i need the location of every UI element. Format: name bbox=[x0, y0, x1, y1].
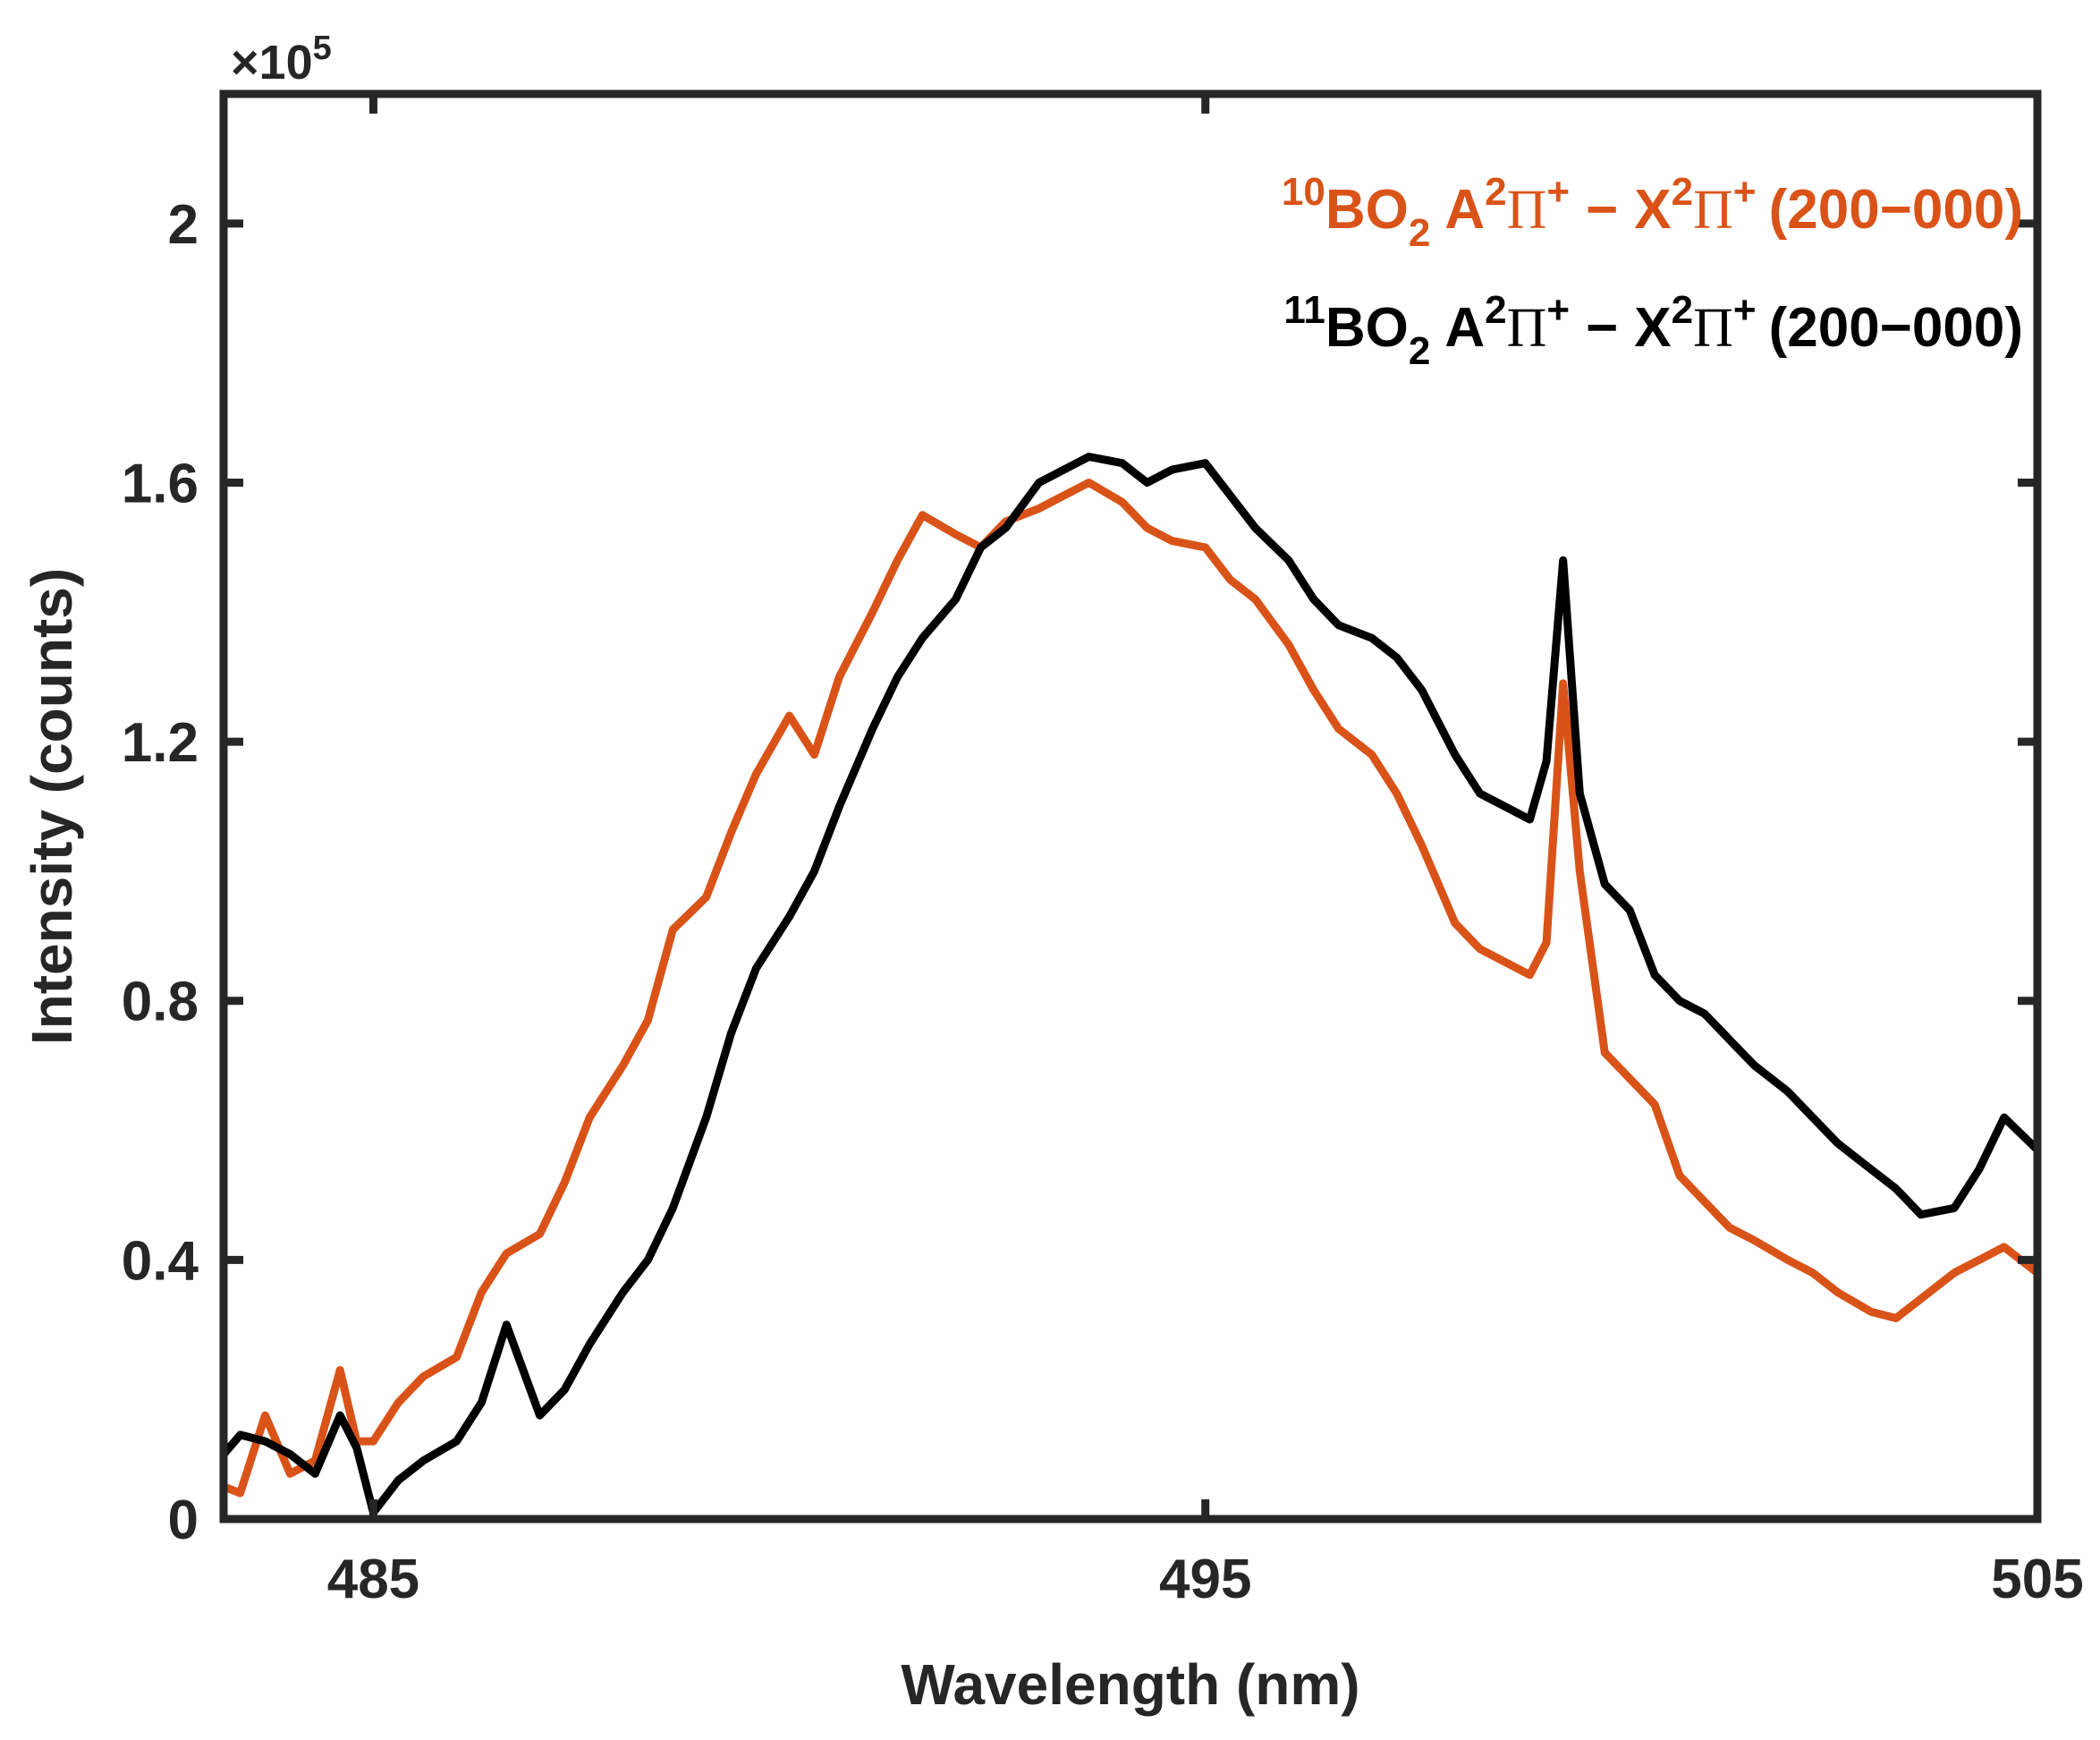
legend-pi: Π bbox=[1507, 180, 1547, 241]
y-axis-label: Intensity (counts) bbox=[20, 568, 84, 1045]
legend-mol: BO bbox=[1325, 297, 1409, 359]
x-tick-label: 505 bbox=[1991, 1549, 2083, 1610]
legend-pi: Π bbox=[1693, 298, 1733, 359]
legend-x-sup: 2 bbox=[1672, 170, 1693, 214]
legend-a: A bbox=[1444, 297, 1485, 359]
y-multiplier: ×105 bbox=[231, 30, 332, 89]
series-line-0 bbox=[219, 479, 2042, 1498]
x-tick-label: 495 bbox=[1159, 1549, 1251, 1610]
ticks-layer: 485 495 505 0 0.4 0.8 1.2 1.6 2 bbox=[122, 94, 2084, 1610]
y-tick-label: 0 bbox=[168, 1490, 199, 1551]
legend-a-sup: 2 bbox=[1485, 288, 1506, 332]
legend-a: A bbox=[1444, 179, 1485, 241]
legend-pi: Π bbox=[1507, 298, 1547, 359]
legend-x: X bbox=[1634, 179, 1671, 241]
legend-mol: BO bbox=[1325, 179, 1409, 241]
legend-iso: 11 bbox=[1283, 288, 1325, 332]
legend-sub: 2 bbox=[1409, 211, 1430, 255]
legend-entry-10bo2: 10BO2 A2Π+ − X2Π+ (200−000) bbox=[1282, 170, 2023, 255]
legend: 10BO2 A2Π+ − X2Π+ (200−000) 11BO2 A2Π+ − X2Π+ (2… bbox=[1282, 170, 2023, 373]
legend-band: (200−000) bbox=[1769, 297, 2023, 359]
legend-pi: Π bbox=[1693, 180, 1733, 241]
y-tick-label: 0.8 bbox=[122, 972, 199, 1033]
legend-sub: 2 bbox=[1409, 329, 1430, 373]
legend-plus: + bbox=[1733, 288, 1757, 332]
legend-entry-11bo2: 11BO2 A2Π+ − X2Π+ (200−000) bbox=[1283, 288, 2023, 373]
legend-x-sup: 2 bbox=[1672, 288, 1693, 332]
y-tick-label: 1.6 bbox=[122, 453, 199, 514]
legend-iso: 10 bbox=[1282, 170, 1325, 214]
x-axis-label: Wavelength (nm) bbox=[901, 1652, 1359, 1717]
y-tick-label: 0.4 bbox=[122, 1230, 199, 1292]
series-line-1 bbox=[219, 453, 2042, 1517]
legend-dash: − bbox=[1586, 179, 1618, 241]
legend-x: X bbox=[1634, 297, 1671, 359]
x-tick-label: 485 bbox=[327, 1549, 419, 1610]
y-tick-label: 1.2 bbox=[122, 712, 199, 774]
axes-box bbox=[219, 89, 2042, 1524]
legend-band: (200−000) bbox=[1769, 179, 2023, 241]
series-layer bbox=[219, 453, 2042, 1517]
legend-plus: + bbox=[1546, 288, 1570, 332]
legend-dash: − bbox=[1586, 297, 1618, 359]
legend-plus: + bbox=[1733, 170, 1757, 214]
legend-a-sup: 2 bbox=[1485, 170, 1506, 214]
y-multiplier-base: ×10 bbox=[231, 36, 313, 89]
y-multiplier-exponent: 5 bbox=[313, 30, 332, 67]
y-tick-label: 2 bbox=[168, 194, 199, 256]
legend-plus: + bbox=[1546, 170, 1570, 214]
